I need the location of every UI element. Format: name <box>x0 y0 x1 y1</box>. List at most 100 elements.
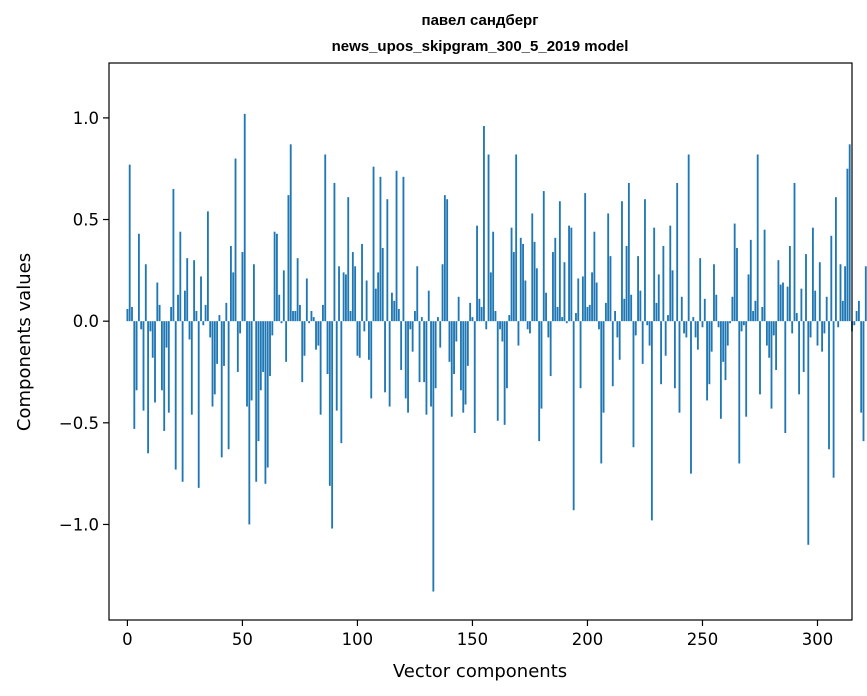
bar <box>690 321 692 474</box>
bar <box>655 302 658 322</box>
bar <box>340 321 343 444</box>
bar <box>437 317 439 322</box>
bar <box>602 321 605 413</box>
bar <box>209 321 212 338</box>
bar <box>250 321 253 401</box>
bar <box>706 321 708 401</box>
bar <box>234 158 237 322</box>
bar <box>630 294 633 322</box>
bar <box>441 264 444 322</box>
bar <box>223 321 225 366</box>
y-tick-label: 1.0 <box>73 109 99 128</box>
bar <box>294 311 297 322</box>
y-axis-label: Components values <box>14 253 35 431</box>
bar <box>476 225 478 322</box>
bar <box>282 270 285 322</box>
bar <box>641 321 644 364</box>
bar <box>549 321 552 377</box>
bar <box>347 197 350 322</box>
bar <box>770 321 773 409</box>
chart-title-line1: павел сандберг <box>422 12 539 29</box>
bar <box>798 321 801 395</box>
bar <box>710 321 713 352</box>
bar <box>308 321 311 324</box>
bar <box>680 296 683 322</box>
bar <box>676 182 679 322</box>
bar <box>241 252 244 322</box>
bar <box>414 311 416 322</box>
bar <box>499 321 501 330</box>
bar <box>239 321 242 334</box>
bar <box>400 321 403 370</box>
bar <box>368 321 370 360</box>
bar <box>828 321 830 450</box>
bar <box>531 213 534 322</box>
bar <box>471 317 474 322</box>
bar <box>818 262 821 322</box>
bar <box>278 294 281 322</box>
bar <box>446 199 449 322</box>
bar <box>687 154 690 322</box>
bar <box>618 321 621 360</box>
bar <box>542 191 545 322</box>
bar <box>246 321 248 407</box>
bar <box>356 321 359 356</box>
bar <box>345 274 347 322</box>
bar <box>216 321 219 364</box>
bar <box>137 233 140 322</box>
bar <box>448 321 451 362</box>
bar <box>204 304 207 322</box>
bar <box>864 266 867 322</box>
bar <box>611 321 614 387</box>
bar <box>713 264 715 322</box>
bar <box>759 321 761 395</box>
bar <box>285 321 288 362</box>
bar <box>860 321 863 413</box>
x-tick-label: 200 <box>572 630 604 649</box>
bar <box>650 321 653 521</box>
bar <box>301 321 304 383</box>
bar <box>315 321 317 350</box>
bar <box>363 321 366 332</box>
bar <box>522 243 524 322</box>
bar <box>492 231 495 322</box>
bar <box>230 245 232 322</box>
bar <box>747 274 750 322</box>
bar <box>303 321 306 356</box>
bar <box>160 321 163 391</box>
y-tick-label: 0.0 <box>73 312 99 331</box>
y-tick-label: 0.5 <box>73 211 99 230</box>
bar <box>830 235 833 322</box>
bar <box>147 321 150 454</box>
bar <box>430 321 432 407</box>
bar <box>206 211 209 322</box>
bar <box>632 321 635 448</box>
bar <box>775 321 778 370</box>
bar <box>701 321 704 328</box>
bar <box>331 321 334 529</box>
bar <box>648 321 651 346</box>
bar <box>699 258 702 322</box>
bar <box>703 298 706 322</box>
bar <box>832 321 835 478</box>
bar <box>469 302 472 322</box>
bar <box>434 321 437 389</box>
bar <box>512 252 515 322</box>
bar <box>607 213 610 322</box>
bar <box>227 321 230 450</box>
bar <box>784 321 787 433</box>
bar <box>731 296 734 322</box>
bar <box>213 321 216 395</box>
bar <box>857 300 860 322</box>
bar <box>765 321 768 346</box>
bar <box>782 282 784 322</box>
bar <box>423 321 426 383</box>
bar <box>236 321 239 372</box>
bar <box>715 294 718 322</box>
bar <box>846 168 849 322</box>
bar <box>305 278 308 322</box>
bar <box>473 321 476 433</box>
bar <box>604 302 607 322</box>
bar <box>609 256 612 322</box>
bar <box>190 321 193 415</box>
